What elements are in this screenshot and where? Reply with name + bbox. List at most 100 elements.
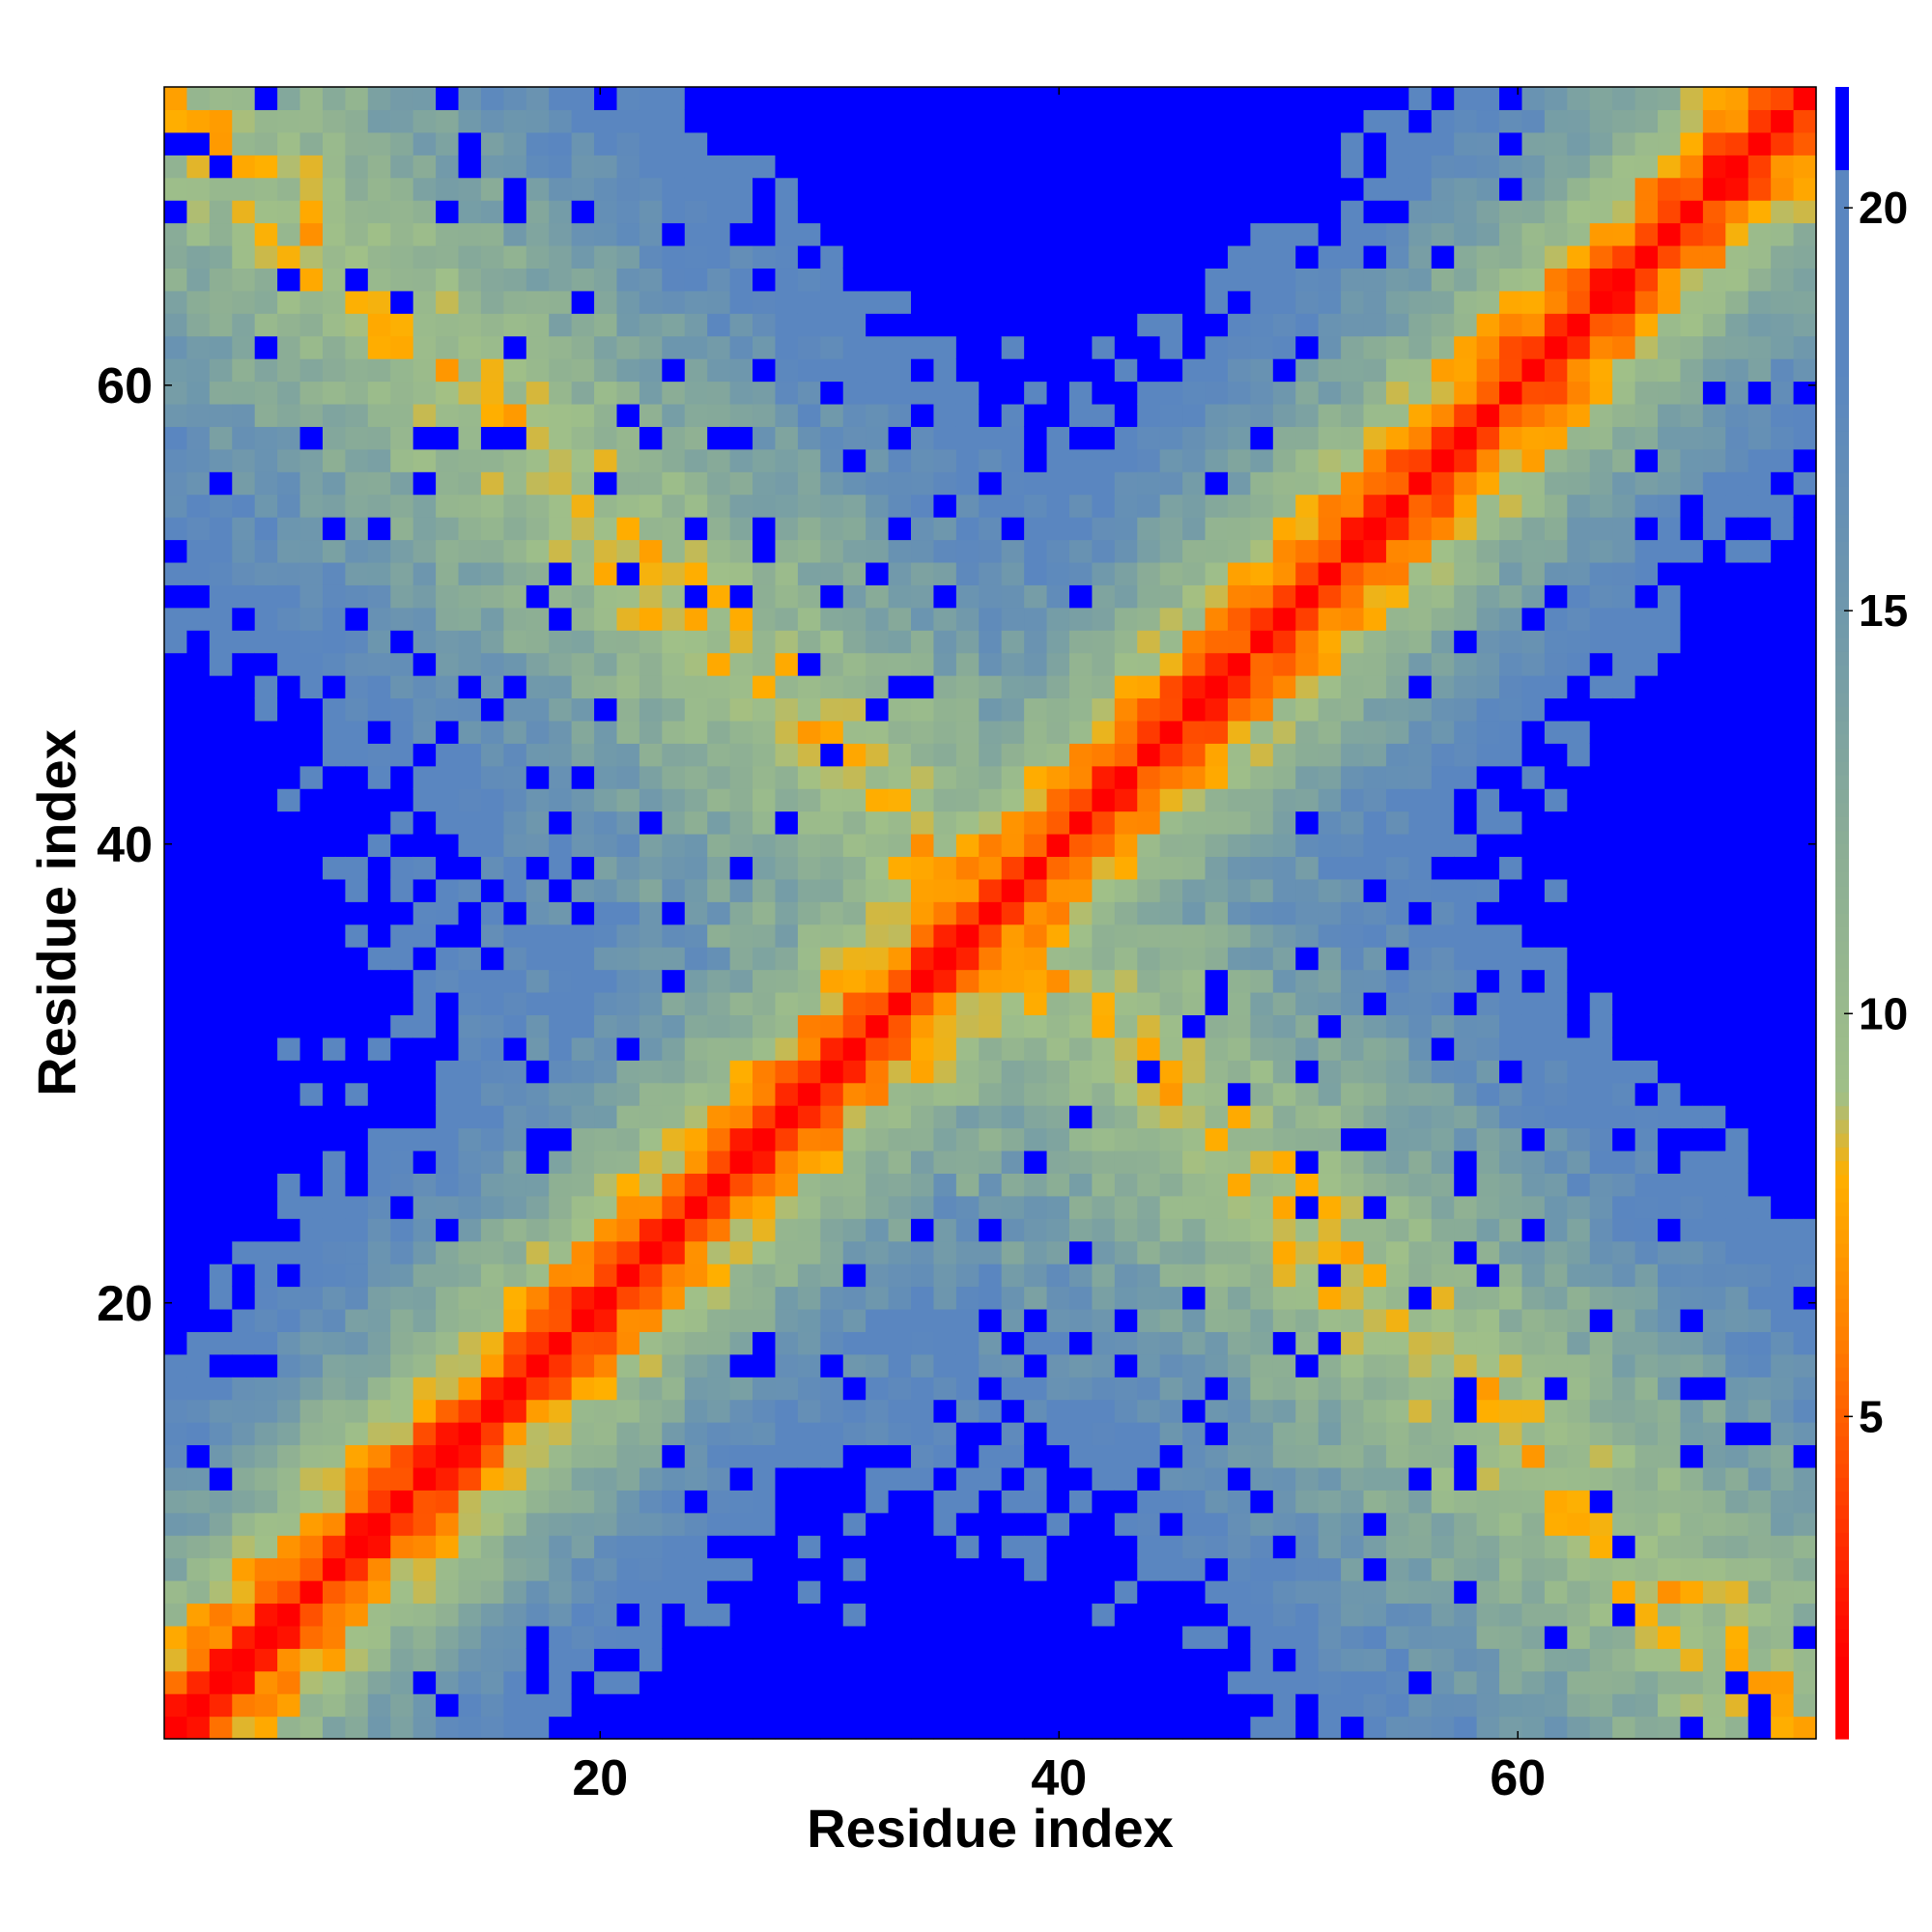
- heatmap-cell: [639, 1512, 663, 1536]
- heatmap-cell: [209, 788, 233, 812]
- heatmap-cell: [232, 652, 256, 676]
- heatmap-cell: [753, 1195, 777, 1219]
- heatmap-cell: [1068, 1557, 1094, 1581]
- heatmap-cell: [729, 856, 753, 880]
- heatmap-cell: [164, 1444, 188, 1468]
- heatmap-cell: [639, 991, 663, 1016]
- heatmap-cell: [933, 1716, 957, 1740]
- heatmap-cell: [1544, 1444, 1568, 1468]
- heatmap-cell: [842, 87, 867, 111]
- heatmap-cell: [1068, 630, 1094, 654]
- heatmap-cell: [955, 1014, 980, 1038]
- heatmap-cell: [820, 1422, 844, 1446]
- heatmap-cell: [955, 1557, 980, 1581]
- heatmap-cell: [277, 517, 301, 541]
- heatmap-cell: [888, 1105, 912, 1129]
- heatmap-cell: [1092, 584, 1116, 609]
- heatmap-cell: [662, 720, 686, 744]
- heatmap-cell: [1205, 584, 1229, 609]
- heatmap-cell: [526, 947, 550, 971]
- heatmap-cell: [1182, 1264, 1207, 1288]
- heatmap-cell: [707, 87, 731, 111]
- heatmap-cell: [526, 268, 550, 292]
- heatmap-cell: [888, 923, 912, 948]
- heatmap-cell: [1476, 222, 1500, 246]
- heatmap-cell: [549, 1331, 573, 1355]
- heatmap-cell: [1137, 155, 1161, 179]
- heatmap-cell: [1363, 675, 1387, 699]
- heatmap-cell: [1137, 1105, 1161, 1129]
- heatmap-cell: [955, 268, 980, 292]
- heatmap-cell: [1250, 155, 1274, 179]
- heatmap-cell: [571, 131, 595, 156]
- heatmap-cell: [254, 448, 278, 472]
- heatmap-cell: [1318, 901, 1342, 925]
- heatmap-cell: [1046, 743, 1070, 767]
- heatmap-cell: [1068, 200, 1094, 224]
- heatmap-cell: [1318, 1060, 1342, 1084]
- heatmap-cell: [1431, 1648, 1455, 1672]
- heatmap-cell: [1521, 1377, 1546, 1401]
- heatmap-cell: [662, 448, 686, 472]
- heatmap-cell: [1318, 788, 1342, 812]
- heatmap-cell: [1476, 1444, 1500, 1468]
- heatmap-cell: [458, 561, 482, 585]
- heatmap-cell: [1680, 1512, 1704, 1536]
- heatmap-cell: [1227, 1466, 1251, 1491]
- heatmap-cell: [1408, 561, 1433, 585]
- heatmap-cell: [1634, 448, 1659, 472]
- heatmap-cell: [753, 652, 777, 676]
- heatmap-cell: [1341, 335, 1365, 359]
- heatmap-cell: [820, 834, 844, 858]
- heatmap-cell: [1680, 1353, 1704, 1378]
- heatmap-cell: [662, 381, 686, 405]
- heatmap-cell: [1046, 1353, 1070, 1378]
- heatmap-cell: [1205, 426, 1229, 450]
- heatmap-cell: [322, 109, 346, 133]
- heatmap-cell: [729, 1240, 753, 1264]
- heatmap-cell: [1272, 856, 1296, 880]
- heatmap-cell: [436, 743, 460, 767]
- heatmap-cell: [1159, 222, 1183, 246]
- heatmap-cell: [1114, 200, 1138, 224]
- heatmap-cell: [458, 1580, 482, 1605]
- heatmap-cell: [888, 1082, 912, 1106]
- heatmap-cell: [979, 1037, 1003, 1061]
- heatmap-cell: [911, 1670, 935, 1694]
- heatmap-cell: [367, 381, 391, 405]
- heatmap-cell: [232, 1535, 256, 1559]
- heatmap-cell: [911, 313, 935, 337]
- heatmap-cell: [571, 403, 595, 427]
- heatmap-cell: [1476, 290, 1500, 314]
- heatmap-cell: [299, 1060, 324, 1084]
- heatmap-cell: [594, 539, 618, 563]
- heatmap-cell: [1454, 607, 1478, 631]
- heatmap-cell: [1341, 290, 1365, 314]
- heatmap-cell: [526, 1716, 550, 1740]
- heatmap-cell: [1658, 947, 1682, 971]
- heatmap-cell: [1567, 1014, 1591, 1038]
- heatmap-cell: [1385, 1716, 1409, 1740]
- heatmap-cell: [480, 1648, 504, 1672]
- heatmap-cell: [1182, 991, 1207, 1016]
- heatmap-cell: [549, 1195, 573, 1219]
- heatmap-cell: [1363, 1444, 1387, 1468]
- heatmap-cell: [1499, 1490, 1523, 1514]
- heatmap-cell: [1408, 969, 1433, 993]
- heatmap-cell: [322, 765, 346, 789]
- heatmap-cell: [775, 222, 799, 246]
- heatmap-cell: [1046, 1082, 1070, 1106]
- heatmap-cell: [1680, 494, 1704, 518]
- heatmap-cell: [1408, 200, 1433, 224]
- heatmap-cell: [955, 720, 980, 744]
- heatmap-cell: [209, 810, 233, 835]
- heatmap-cell: [616, 743, 640, 767]
- heatmap-cell: [1612, 335, 1636, 359]
- heatmap-cell: [797, 947, 821, 971]
- heatmap-cell: [412, 1308, 437, 1332]
- heatmap-cell: [1272, 878, 1296, 902]
- heatmap-cell: [1182, 675, 1207, 699]
- heatmap-cell: [209, 991, 233, 1016]
- heatmap-cell: [1363, 109, 1387, 133]
- heatmap-cell: [367, 313, 391, 337]
